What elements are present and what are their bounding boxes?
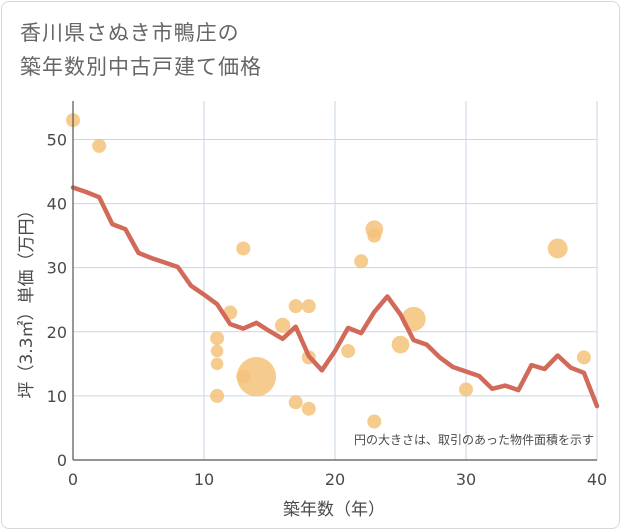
grid bbox=[73, 101, 598, 460]
bubble-layer bbox=[66, 113, 591, 429]
data-point bbox=[459, 382, 473, 397]
y-tick-label: 0 bbox=[57, 451, 67, 470]
x-tick-label: 0 bbox=[68, 470, 78, 489]
data-point bbox=[354, 254, 369, 269]
data-point bbox=[341, 344, 356, 359]
chart-title: 香川県さぬき市鴨庄の 築年数別中古戸建て価格 bbox=[20, 16, 262, 84]
data-point bbox=[367, 228, 382, 243]
data-point bbox=[288, 395, 303, 410]
data-point bbox=[391, 335, 410, 354]
size-annotation: 円の大きさは、取引のあった物件面積を示す bbox=[354, 432, 594, 447]
average-price-line bbox=[70, 185, 600, 409]
data-point bbox=[92, 138, 107, 153]
data-point bbox=[547, 238, 568, 259]
y-tick-label: 40 bbox=[47, 195, 67, 214]
chart-title-line1: 香川県さぬき市鴨庄の bbox=[20, 21, 240, 45]
data-point bbox=[367, 414, 382, 429]
data-point bbox=[301, 401, 316, 416]
x-tick-label: 30 bbox=[456, 470, 476, 489]
x-tick-label: 10 bbox=[194, 470, 214, 489]
y-tick-label: 20 bbox=[47, 323, 67, 342]
data-point bbox=[210, 357, 224, 371]
average-line-layer bbox=[70, 185, 600, 409]
data-point bbox=[210, 331, 225, 346]
y-tick-label: 30 bbox=[47, 259, 67, 278]
y-tick-label: 50 bbox=[47, 130, 67, 149]
x-axis-label: 築年数（年） bbox=[283, 500, 385, 520]
x-tick-label: 20 bbox=[325, 470, 345, 489]
chart-title-line2: 築年数別中古戸建て価格 bbox=[20, 55, 262, 79]
data-point bbox=[274, 317, 291, 334]
data-point bbox=[236, 241, 251, 256]
data-point bbox=[576, 350, 591, 365]
data-point bbox=[210, 388, 225, 403]
data-point bbox=[288, 299, 303, 314]
tick-labels: 0 10 20 30 40 0 10 20 30 40 50 bbox=[47, 130, 608, 489]
y-axis-label: 坪（3.3㎡）単価（万円） bbox=[17, 201, 37, 398]
axes bbox=[72, 101, 597, 461]
x-tick-label: 40 bbox=[587, 470, 607, 489]
data-point bbox=[210, 344, 224, 358]
y-tick-label: 10 bbox=[47, 387, 67, 406]
data-point bbox=[301, 299, 316, 314]
data-point bbox=[236, 357, 277, 397]
